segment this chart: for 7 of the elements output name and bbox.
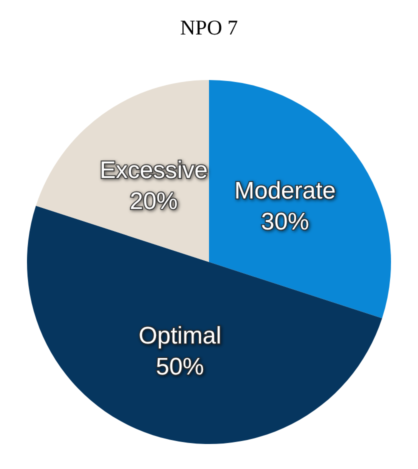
data-label: 30%	[261, 208, 310, 236]
slice-label: Excessive	[100, 156, 208, 184]
data-label: 20%	[130, 188, 178, 215]
slice-label: Optimal	[138, 322, 222, 350]
chart-title: NPO 7	[180, 16, 238, 40]
data-label: 50%	[156, 353, 204, 380]
slice-label: Moderate	[234, 178, 336, 205]
